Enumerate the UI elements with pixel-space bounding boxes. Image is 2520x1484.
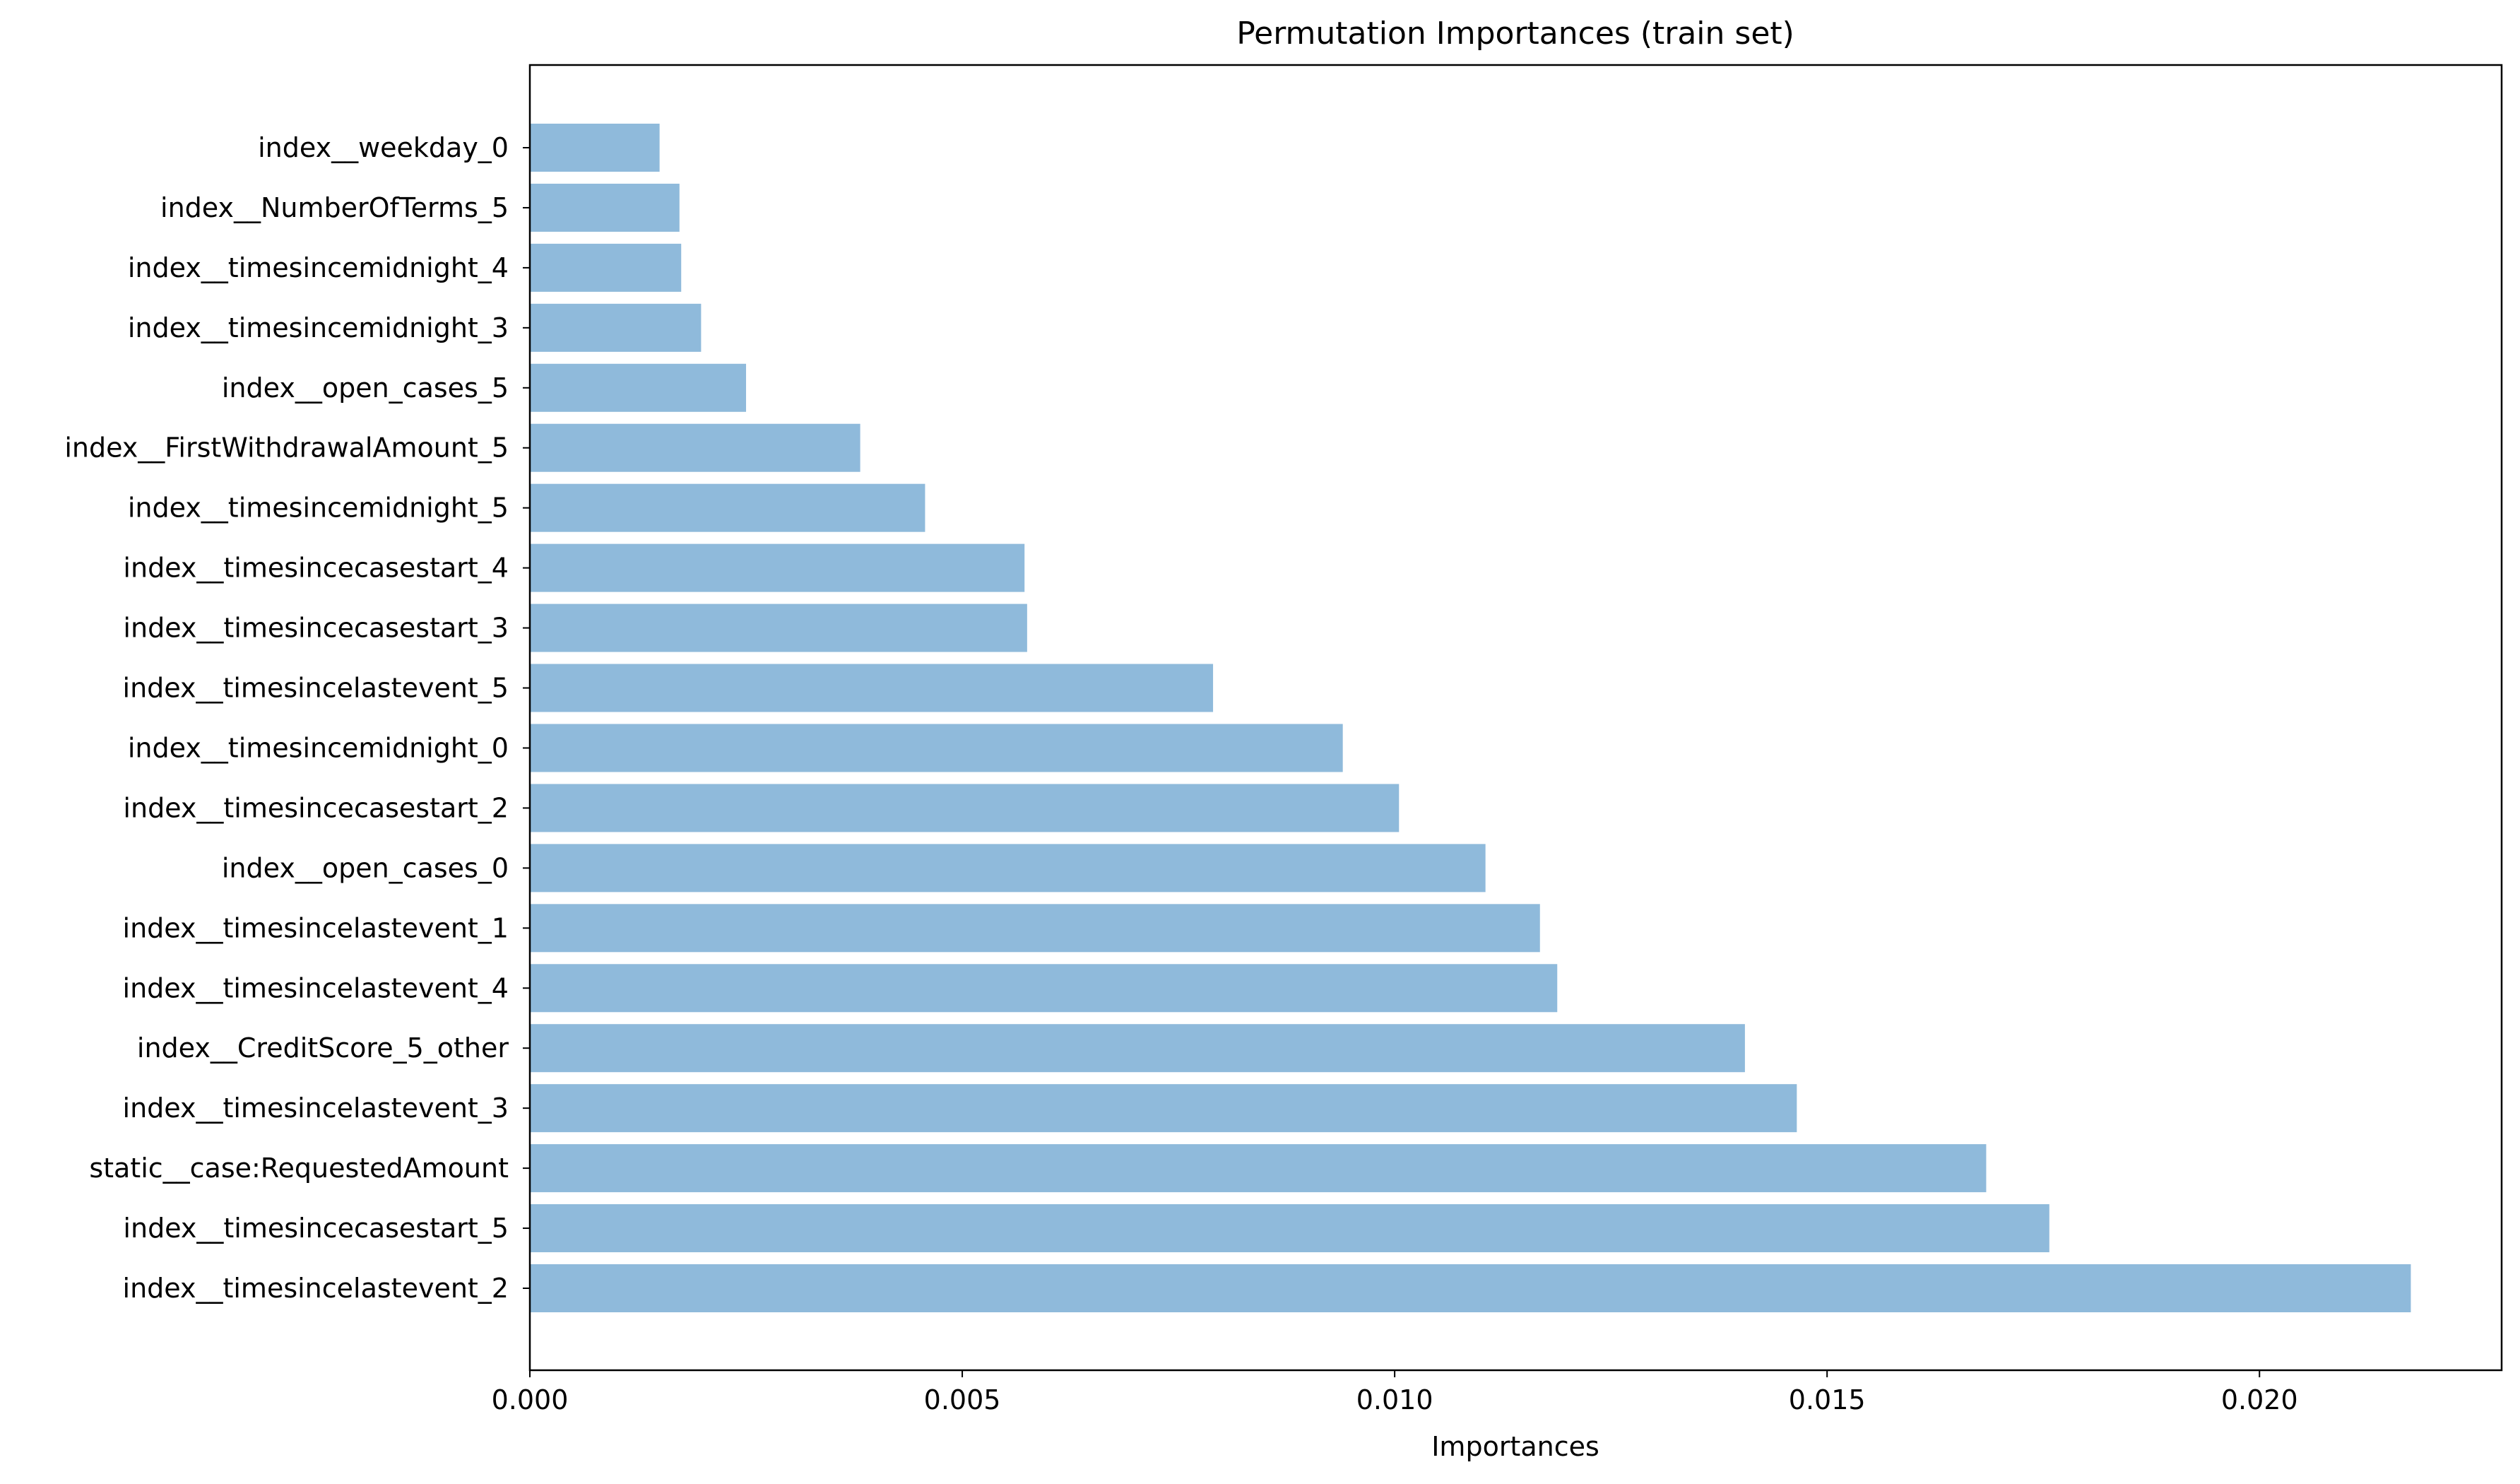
y-tick-label: index__timesincelastevent_5 [123,673,509,704]
bar-9 [530,664,1214,712]
bars-layer [530,124,2411,1312]
bar-11 [530,784,1400,832]
x-tick-label: 0.015 [1789,1384,1866,1415]
bar-1 [530,183,680,232]
y-tick-label: index__timesincelastevent_2 [123,1273,509,1304]
y-tick-label: index__timesincemidnight_4 [128,252,509,283]
bar-4 [530,363,747,412]
y-tick-label: index__timesincelastevent_3 [123,1093,509,1124]
bar-12 [530,844,1486,893]
y-tick-label: index__timesincecasestart_5 [123,1213,509,1244]
y-tick-label: index__open_cases_0 [222,852,509,883]
bar-19 [530,1264,2411,1312]
y-tick-label: index__timesincemidnight_3 [128,312,509,343]
bar-13 [530,904,1540,953]
y-tick-label: index__NumberOfTerms_5 [160,192,509,223]
bar-15 [530,1024,1745,1073]
y-tick-label: index__CreditScore_5_other [137,1032,509,1064]
bar-16 [530,1084,1797,1133]
x-tick-label: 0.005 [924,1384,1001,1415]
y-tick-label: index__FirstWithdrawalAmount_5 [64,432,509,464]
y-tick-label: index__timesincecasestart_4 [123,553,509,584]
y-tick-label: index__timesincecasestart_3 [123,613,509,644]
bar-6 [530,483,925,532]
y-tick-label: index__timesincelastevent_4 [123,972,509,1003]
bar-5 [530,423,860,472]
bar-18 [530,1204,2049,1253]
bar-2 [530,243,682,292]
bar-17 [530,1144,1987,1193]
x-tick-label: 0.020 [2221,1384,2298,1415]
bar-7 [530,543,1025,592]
y-tick-label: index__weekday_0 [258,132,509,163]
x-axis-label: Importances [1431,1431,1599,1462]
y-tick-label: static__case:RequestedAmount [89,1153,509,1184]
y-tick-labels: index__weekday_0 index__NumberOfTerms_5in… [64,132,530,1304]
plot-frame [528,64,2503,1372]
chart-title: Permutation Importances (train set) [1236,16,1794,52]
x-tick-label: 0.000 [492,1384,569,1415]
x-tick-label: 0.010 [1356,1384,1433,1415]
bar-3 [530,303,702,352]
y-tick-label: index__timesincemidnight_5 [128,493,509,524]
x-axis-ticks: 0.000 0.005 0.010 0.015 0.020 [492,1370,2298,1415]
bar-10 [530,724,1343,772]
bar-14 [530,964,1558,1013]
bar-8 [530,603,1027,652]
y-tick-label: index__timesincelastevent_1 [123,912,509,943]
y-tick-label: index__timesincemidnight_0 [128,732,509,763]
bar-0 [530,124,660,172]
y-tick-label: index__open_cases_5 [222,372,509,404]
y-tick-label: index__timesincecasestart_2 [123,792,509,823]
